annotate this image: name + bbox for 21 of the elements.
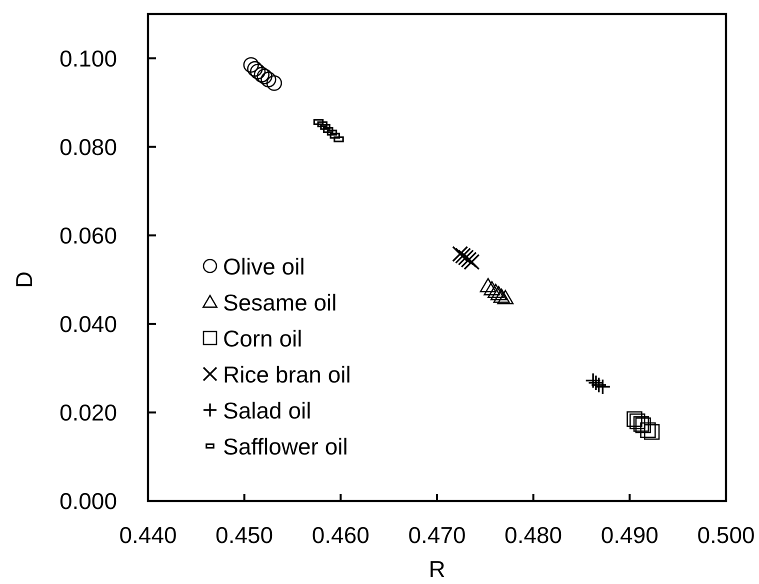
x-axis-title: R: [428, 556, 446, 582]
legend-label: Safflower oil: [223, 434, 348, 460]
legend-label: Salad oil: [223, 398, 312, 424]
x-tick-label: 0.440: [119, 522, 177, 548]
x-tick-label: 0.460: [312, 522, 370, 548]
y-tick-label: 0.060: [59, 222, 117, 248]
x-tick-label: 0.480: [504, 522, 562, 548]
x-tick-label: 0.450: [216, 522, 274, 548]
y-tick-label: 0.080: [59, 134, 117, 160]
y-tick-label: 0.000: [59, 488, 117, 514]
legend-label: Sesame oil: [223, 290, 337, 316]
x-tick-label: 0.500: [697, 522, 755, 548]
y-tick-label: 0.100: [59, 45, 117, 72]
x-tick-label: 0.490: [600, 522, 658, 548]
y-tick-label: 0.040: [59, 310, 117, 337]
legend-label: Olive oil: [223, 254, 305, 280]
legend-label: Corn oil: [223, 326, 302, 352]
legend-label: Rice bran oil: [223, 362, 351, 388]
x-tick-label: 0.470: [408, 522, 466, 548]
y-axis-title: D: [11, 271, 37, 288]
y-tick-label: 0.020: [59, 399, 117, 426]
